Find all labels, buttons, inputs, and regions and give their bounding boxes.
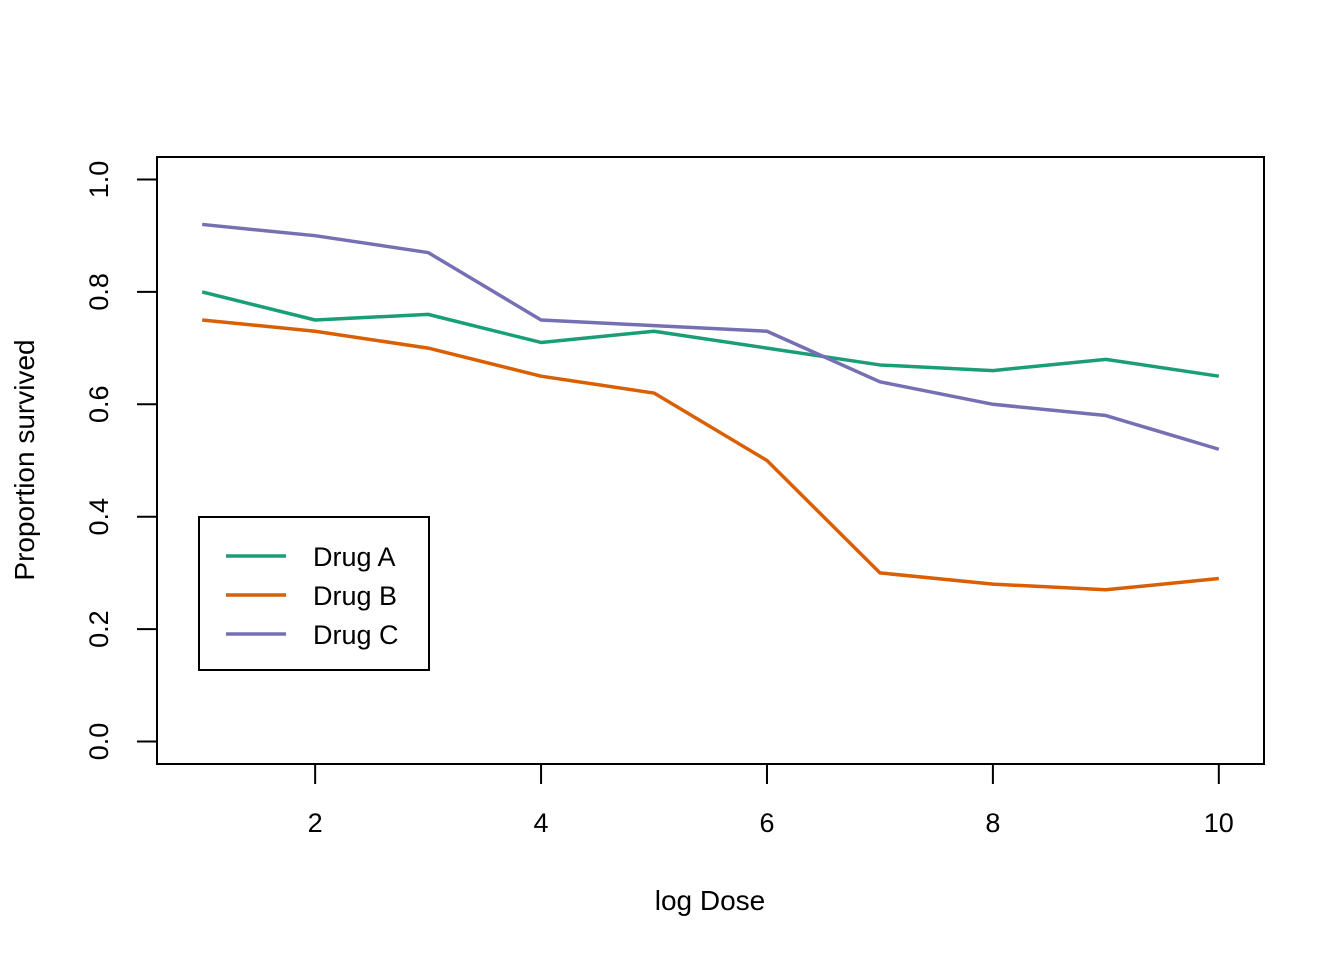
x-tick-label: 2 — [308, 808, 323, 838]
y-axis: 0.0 0.2 0.4 0.6 0.8 1.0 — [84, 161, 158, 761]
legend-drug-a-label: Drug A — [313, 542, 396, 572]
legend: Drug A Drug B Drug C — [198, 516, 430, 671]
y-tick-label: 0.0 — [84, 723, 114, 761]
x-axis: 2 4 6 8 10 — [308, 763, 1234, 838]
series-lines — [201, 222, 1220, 592]
y-tick-label: 0.6 — [84, 386, 114, 424]
x-tick-label: 8 — [985, 808, 1000, 838]
x-tick-label: 6 — [759, 808, 774, 838]
plot-frame — [156, 156, 1265, 765]
series-line-drug-c — [202, 222, 1220, 451]
series-line-drug-a — [201, 290, 1220, 378]
y-axis-title: Proportion survived — [9, 339, 40, 580]
y-tick-label: 0.4 — [84, 498, 114, 536]
y-tick-label: 1.0 — [84, 161, 114, 199]
y-tick-label: 0.8 — [84, 273, 114, 311]
x-tick-label: 10 — [1204, 808, 1234, 838]
x-tick-label: 4 — [534, 808, 549, 838]
legend-drug-c-label: Drug C — [313, 620, 399, 650]
series-line-drug-b — [202, 318, 1219, 592]
legend-drug-b-label: Drug B — [313, 581, 397, 611]
y-tick-label: 0.2 — [84, 610, 114, 648]
x-axis-title: log Dose — [655, 885, 766, 916]
